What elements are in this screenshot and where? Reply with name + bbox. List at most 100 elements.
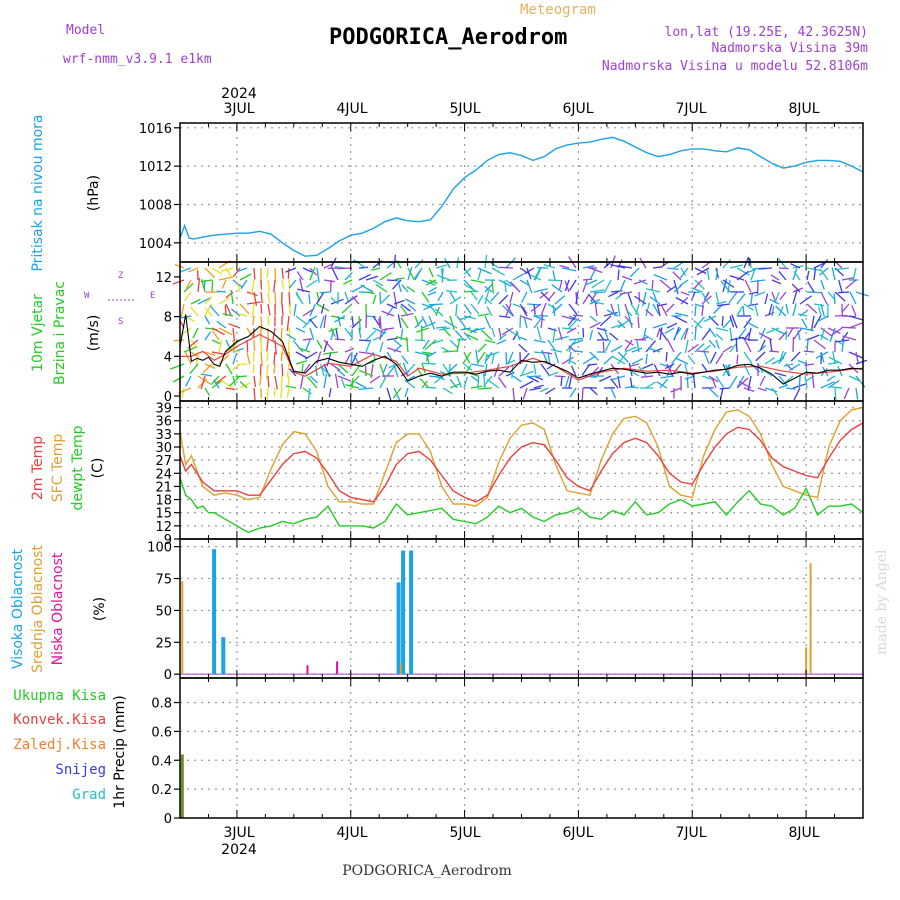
wind-arrow: [729, 315, 735, 328]
wind-arrow: [421, 279, 436, 286]
wind-arrow: [280, 351, 283, 362]
cloud-bar: [212, 549, 217, 675]
wind-arrow: [285, 385, 297, 389]
wind-arrow: [190, 298, 201, 305]
wind-ylabel: 10m Vjetar Brzina i Pravac (m/s) Z W E S: [30, 271, 155, 385]
wind-arrow: [735, 337, 738, 353]
wind-arrow: [225, 363, 233, 375]
wind-arrow: [484, 297, 493, 305]
wind-arrow: [189, 306, 199, 317]
wind-arrow: [477, 375, 480, 389]
wind-arrow: [496, 339, 507, 345]
wind-arrow: [218, 354, 230, 365]
wind-arrow: [521, 363, 528, 375]
wind-arrow: [778, 258, 787, 269]
wind-arrow: [568, 315, 581, 322]
wind-arrow: [185, 352, 192, 365]
wind-arrow: [527, 375, 542, 378]
y-tick-label: 0: [164, 390, 172, 405]
panel-frame: [179, 538, 864, 679]
wind-arrow: [274, 267, 277, 282]
wind-arrow: [603, 279, 612, 294]
wind-arrow: [554, 351, 560, 364]
wind-arrow: [445, 289, 458, 293]
wind-arrow: [372, 279, 384, 287]
wind-arrow: [501, 327, 514, 336]
y-tick-label: 9: [164, 533, 172, 548]
precip-legend-hail: Grad: [72, 787, 106, 803]
wind-arrow: [637, 316, 640, 329]
wind-arrow: [617, 265, 633, 269]
wind-arrow: [505, 257, 517, 269]
wind-arrow: [328, 387, 332, 398]
wind-arrow: [424, 339, 437, 351]
wind-arrow: [484, 315, 492, 329]
cloud-bar: [181, 581, 184, 675]
wind-arrow: [608, 291, 619, 298]
wind-arrow: [687, 355, 696, 365]
wind-arrow: [436, 274, 451, 281]
wind-arrow: [218, 340, 223, 353]
wind-arrow: [428, 267, 434, 278]
wind-arrow: [319, 364, 325, 377]
wind-arrow: [491, 267, 505, 276]
wind-arrow: [379, 341, 384, 353]
wind-arrow: [589, 387, 598, 396]
wind-arrow: [358, 339, 371, 342]
wind-arrow: [454, 330, 465, 341]
wind-arrow: [288, 368, 297, 377]
wind-arrow: [344, 295, 358, 305]
wind-arrow: [558, 279, 563, 290]
wind-arrow: [449, 291, 456, 301]
wind-arrow: [421, 321, 436, 329]
wind-arrow: [793, 387, 801, 401]
precip-legend-freezing: Zaledj.Kisa: [13, 737, 106, 753]
wind-arrow: [848, 322, 864, 329]
wind-arrow: [589, 351, 599, 361]
wind-arrow: [466, 333, 479, 341]
wind-arrow: [491, 279, 495, 294]
wind-arrow: [813, 303, 825, 307]
wind-arrow: [231, 308, 241, 317]
wind-arrow: [569, 279, 577, 291]
wind-arrow: [281, 267, 284, 279]
wind-arrow: [365, 330, 377, 341]
wind-arrow: [717, 303, 731, 307]
wind-arrow: [603, 355, 614, 365]
wind-arrow: [612, 375, 626, 381]
wind-arrow: [692, 373, 696, 389]
wind-arrow: [220, 379, 234, 389]
wind-arrow: [299, 375, 304, 389]
wind-arrow: [771, 279, 782, 285]
y-tick-label: 75: [155, 573, 172, 588]
wind-arrow: [296, 271, 304, 281]
wind-arrow: [748, 327, 752, 339]
wind-arrow: [778, 384, 788, 389]
wind-arrow: [387, 347, 402, 353]
wind-arrow: [820, 327, 832, 337]
wind-arrow: [820, 303, 825, 317]
wind-arrow: [344, 327, 353, 338]
wind-arrow: [309, 303, 316, 317]
top-date-7jul: 7JUL: [675, 101, 706, 117]
wind-arrow: [561, 267, 577, 272]
wind-arrow: [653, 273, 668, 281]
wind-arrow: [582, 355, 596, 365]
wind-arrow: [642, 327, 647, 338]
wind-arrow: [701, 328, 712, 341]
wind-arrow: [358, 273, 371, 281]
wind-arrow: [540, 314, 544, 329]
lonlat-label: lon,lat (19.25E, 42.3625N): [665, 25, 869, 40]
wind-arrow: [547, 371, 559, 377]
wind-arrow: [645, 353, 648, 365]
wind-arrow: [405, 298, 416, 305]
wind-arrow: [295, 351, 308, 359]
wind-arrow: [743, 303, 754, 311]
wind-arrow: [684, 363, 689, 377]
bottom-date-6jul: 6JUL: [562, 825, 593, 841]
wind-arrow: [505, 327, 516, 336]
wind-arrow: [266, 351, 269, 362]
wind-arrow: [211, 351, 225, 355]
wind-arrow: [351, 352, 358, 365]
wind-arrow: [267, 315, 270, 326]
